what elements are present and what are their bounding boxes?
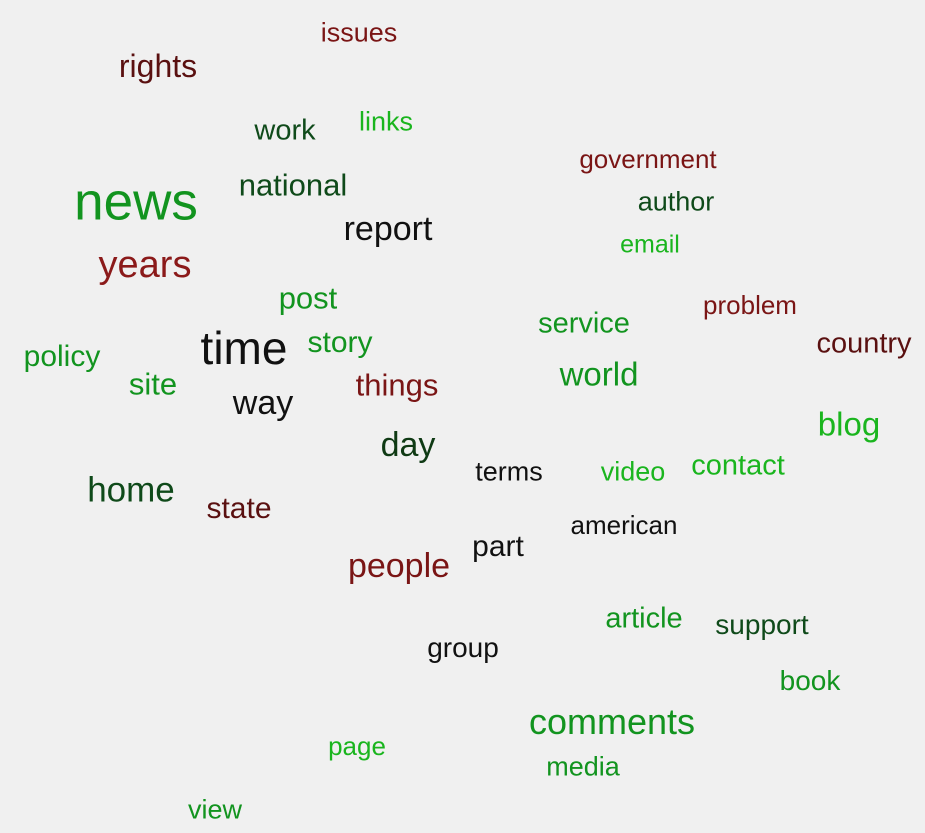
word-problem: problem [703, 290, 797, 320]
word-media: media [546, 751, 620, 782]
word-site: site [128, 366, 178, 402]
word-country: country [816, 327, 912, 360]
word-time: time [200, 322, 288, 374]
word-service: service [538, 307, 630, 340]
word-national: national [238, 167, 348, 203]
word-policy: policy [23, 340, 101, 373]
word-american: american [570, 510, 678, 540]
word-state: state [206, 492, 272, 525]
word-report: report [343, 210, 433, 248]
word-issues: issues [320, 17, 398, 48]
word-video: video [600, 456, 666, 487]
word-news: news [74, 172, 198, 232]
word-post: post [278, 280, 338, 316]
word-article: article [605, 602, 683, 635]
word-home: home [87, 470, 175, 510]
word-day: day [380, 426, 436, 464]
word-page: page [328, 731, 386, 761]
word-people: people [347, 547, 451, 585]
word-way: way [232, 384, 294, 422]
word-rights: rights [118, 48, 198, 84]
word-view: view [187, 794, 243, 825]
word-government: government [579, 144, 717, 174]
word-contact: contact [691, 449, 785, 482]
word-comments: comments [528, 701, 696, 742]
word-years: years [98, 244, 192, 286]
word-part: part [472, 530, 524, 563]
word-email: email [620, 230, 680, 259]
word-world: world [559, 355, 639, 393]
word-links: links [358, 106, 414, 137]
word-blog: blog [817, 405, 881, 443]
word-book: book [779, 665, 841, 696]
word-support: support [715, 609, 809, 640]
word-story: story [307, 326, 373, 359]
word-terms: terms [475, 456, 543, 487]
word-things: things [355, 367, 439, 403]
word-author: author [637, 186, 715, 217]
word-work: work [254, 114, 316, 147]
word-group: group [427, 632, 499, 663]
